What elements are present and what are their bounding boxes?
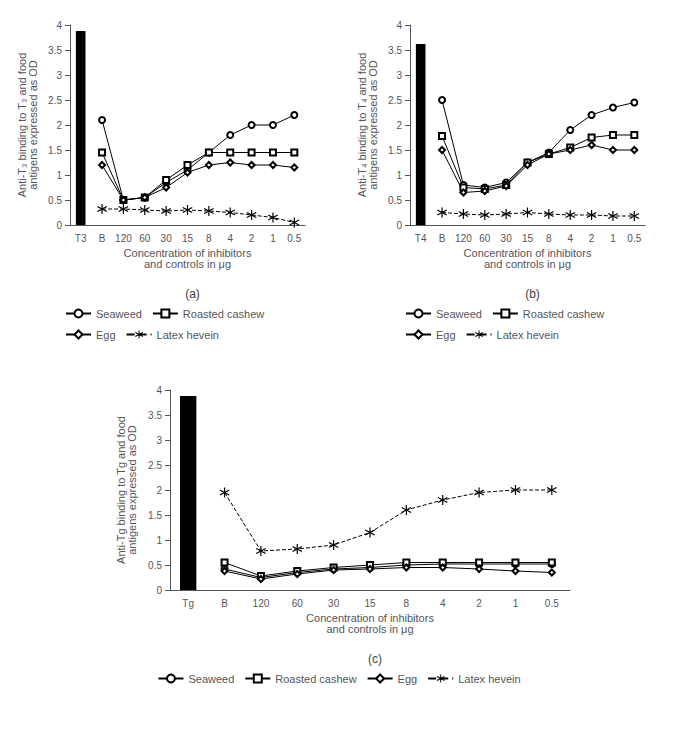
svg-text:4: 4 [156,385,162,396]
svg-text:2: 2 [396,120,402,131]
svg-text:antigens expressed as OD: antigens expressed as OD [27,60,39,190]
svg-text:Anti-T₄ binding to T₄ and food: Anti-T₄ binding to T₄ and food [355,52,368,198]
svg-text:Tg: Tg [182,598,194,609]
svg-text:1: 1 [56,170,62,181]
svg-text:0.5: 0.5 [148,560,162,571]
svg-text:Anti-T₃ binding to T₃ and food: Anti-T₃ binding to T₃ and food [15,52,28,198]
svg-text:120: 120 [115,233,132,244]
svg-text:3.5: 3.5 [388,45,402,56]
svg-text:(c): (c) [368,652,382,666]
svg-text:1: 1 [610,233,616,244]
svg-text:3.5: 3.5 [48,45,62,56]
svg-text:3: 3 [56,70,62,81]
svg-text:120: 120 [455,233,472,244]
svg-text:Concentration of inhibitors: Concentration of inhibitors [306,611,434,624]
svg-text:and controls in μg: and controls in μg [484,258,571,270]
svg-text:120: 120 [253,598,270,609]
svg-text:B: B [99,233,106,244]
svg-text:2.5: 2.5 [148,460,162,471]
svg-text:2: 2 [589,233,595,244]
svg-text:(b): (b) [525,287,540,301]
svg-text:antigens expressed as OD: antigens expressed as OD [126,425,138,555]
svg-text:T4: T4 [415,233,427,244]
svg-text:60: 60 [479,233,491,244]
svg-text:Anti-Tg binding to Tg and food: Anti-Tg binding to Tg and food [114,416,127,564]
svg-text:15: 15 [522,233,534,244]
svg-text:B: B [221,598,228,609]
svg-text:and controls in μg: and controls in μg [144,258,231,270]
svg-text:0.5: 0.5 [388,195,402,206]
svg-text:0.5: 0.5 [48,195,62,206]
svg-text:1: 1 [156,535,162,546]
svg-text:4: 4 [227,233,233,244]
svg-text:1: 1 [513,598,519,609]
svg-text:Roasted cashew: Roasted cashew [523,308,604,320]
svg-text:Egg: Egg [96,329,116,341]
svg-text:Roasted cashew: Roasted cashew [275,673,356,685]
svg-text:2.5: 2.5 [388,95,402,106]
svg-text:8: 8 [404,598,410,609]
svg-text:4: 4 [396,20,402,31]
svg-text:8: 8 [206,233,212,244]
svg-text:0: 0 [56,220,62,231]
svg-text:1.5: 1.5 [148,510,162,521]
svg-text:3: 3 [156,435,162,446]
svg-text:Concentration of inhibitors: Concentration of inhibitors [463,246,592,259]
svg-text:2: 2 [156,485,162,496]
svg-text:Egg: Egg [436,329,456,341]
svg-text:0.5: 0.5 [545,598,559,609]
svg-text:3: 3 [396,70,402,81]
svg-text:Seaweed: Seaweed [96,308,142,320]
svg-text:0.5: 0.5 [287,233,301,244]
svg-text:and controls in μg: and controls in μg [326,623,413,635]
svg-text:(a): (a) [185,287,200,301]
svg-text:1.5: 1.5 [388,145,402,156]
svg-text:Roasted cashew: Roasted cashew [183,308,264,320]
svg-text:0.5: 0.5 [627,233,641,244]
svg-text:1: 1 [396,170,402,181]
svg-text:30: 30 [328,598,340,609]
svg-text:3.5: 3.5 [148,410,162,421]
svg-text:1.5: 1.5 [48,145,62,156]
svg-text:60: 60 [292,598,304,609]
svg-text:0: 0 [156,585,162,596]
svg-text:15: 15 [182,233,194,244]
svg-text:2.5: 2.5 [48,95,62,106]
svg-text:0: 0 [396,220,402,231]
svg-text:30: 30 [161,233,173,244]
svg-text:T3: T3 [75,233,87,244]
svg-text:2: 2 [56,120,62,131]
svg-text:B: B [439,233,446,244]
svg-text:Latex hevein: Latex hevein [458,673,520,685]
svg-text:60: 60 [139,233,151,244]
svg-text:Seaweed: Seaweed [436,308,482,320]
svg-text:4: 4 [440,598,446,609]
svg-text:Latex hevein: Latex hevein [497,329,559,341]
svg-text:Egg: Egg [398,673,418,685]
svg-text:8: 8 [546,233,552,244]
svg-text:2: 2 [249,233,255,244]
svg-text:15: 15 [364,598,376,609]
svg-text:30: 30 [501,233,513,244]
svg-text:1: 1 [270,233,276,244]
svg-text:Concentration of inhibitors: Concentration of inhibitors [123,246,252,259]
svg-text:Latex hevein: Latex hevein [157,329,219,341]
svg-text:Seaweed: Seaweed [188,673,234,685]
svg-text:4: 4 [56,20,62,31]
svg-text:4: 4 [567,233,573,244]
svg-text:antigens expressed as OD: antigens expressed as OD [367,60,379,190]
svg-text:2: 2 [476,598,482,609]
